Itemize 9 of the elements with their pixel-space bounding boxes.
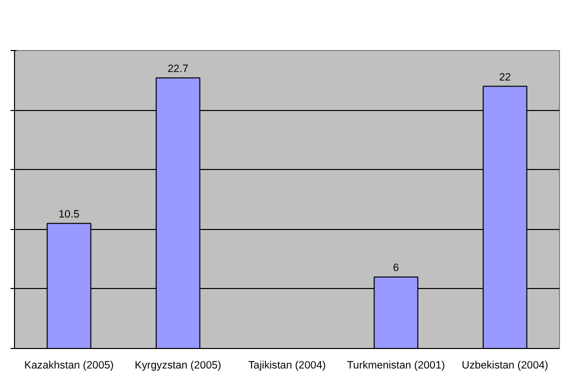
data-label: 6 [393,262,400,274]
x-tick-label: Turkmenistan (2001) [347,360,445,372]
data-label: 22 [499,71,511,84]
x-tick-label: Tajikistan (2004) [248,360,326,372]
data-label: 22.7 [168,62,188,75]
x-tick-label: Uzbekistan (2004) [462,360,548,372]
x-tick-label: Kazakhstan (2005) [24,360,114,372]
data-label: 10.5 [58,208,80,220]
x-tick-label: Kyrgyzstan (2005) [134,360,222,372]
